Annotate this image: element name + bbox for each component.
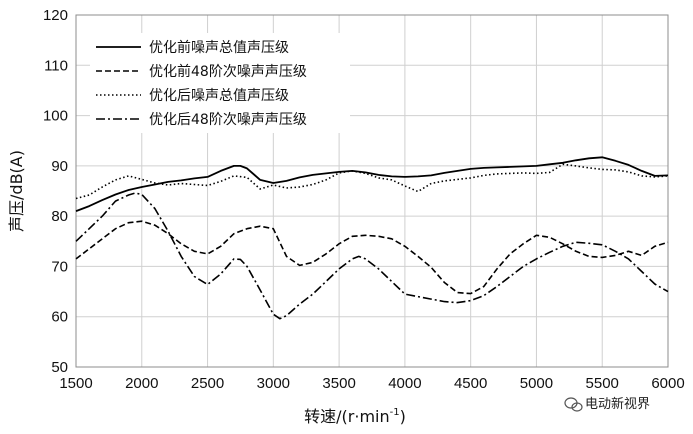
legend-background [90, 33, 350, 133]
x-tick-label: 5500 [586, 375, 619, 392]
y-tick-label: 80 [51, 208, 68, 225]
y-tick-label: 120 [43, 7, 68, 24]
watermark-text: 电动新视界 [585, 396, 650, 412]
legend-label-3: 优化后噪声总值声压级 [149, 88, 289, 104]
axes [75, 14, 669, 368]
legend-label-2: 优化前48阶次噪声声压级 [149, 63, 307, 80]
legend: 优化前噪声总值声压级优化前48阶次噪声声压级优化后噪声总值声压级优化后48阶次噪… [90, 33, 350, 133]
x-tick-label: 1500 [59, 375, 92, 392]
series-line-2 [75, 220, 669, 295]
series-line-3 [75, 163, 669, 200]
y-tick-label: 90 [51, 158, 68, 175]
y-tick-label: 70 [51, 258, 68, 275]
series-line-4 [75, 192, 669, 320]
y-tick-label: 60 [51, 309, 68, 326]
series-layer [75, 156, 669, 320]
legend-label-1: 优化前噪声总值声压级 [149, 39, 289, 56]
x-tick-label: 3000 [257, 375, 290, 392]
x-tick-label: 2000 [125, 375, 158, 392]
x-axis-title-sup: -1 [390, 407, 400, 418]
wechat-icon [564, 397, 583, 412]
y-tick-label: 110 [44, 57, 68, 74]
x-tick-label: 2500 [191, 375, 224, 392]
y-axis-title: 声压/dB(A) [7, 150, 26, 232]
legend-label-4: 优化后48阶次噪声声压级 [149, 112, 307, 128]
series-line-1 [75, 156, 669, 212]
tick-labels: 50 60 70 80 90 100 110 120 1500 2000 2500 3000 3500 4… [43, 7, 685, 392]
x-axis-title: 转速/(r·min-1) [304, 407, 406, 426]
x-tick-label: 3500 [322, 375, 355, 392]
x-tick-label: 5000 [520, 375, 553, 392]
x-tick-label: 4000 [388, 375, 421, 392]
x-tick-label: 4500 [454, 375, 487, 392]
plot-border [75, 14, 669, 368]
x-axis-title-close: ) [400, 407, 406, 426]
y-tick-label: 100 [43, 108, 68, 125]
x-tick-label: 6000 [651, 375, 684, 392]
y-tick-label: 50 [51, 359, 68, 376]
x-axis-title-main: 转速/(r·min [304, 407, 389, 426]
watermark: 电动新视界 [564, 396, 650, 412]
